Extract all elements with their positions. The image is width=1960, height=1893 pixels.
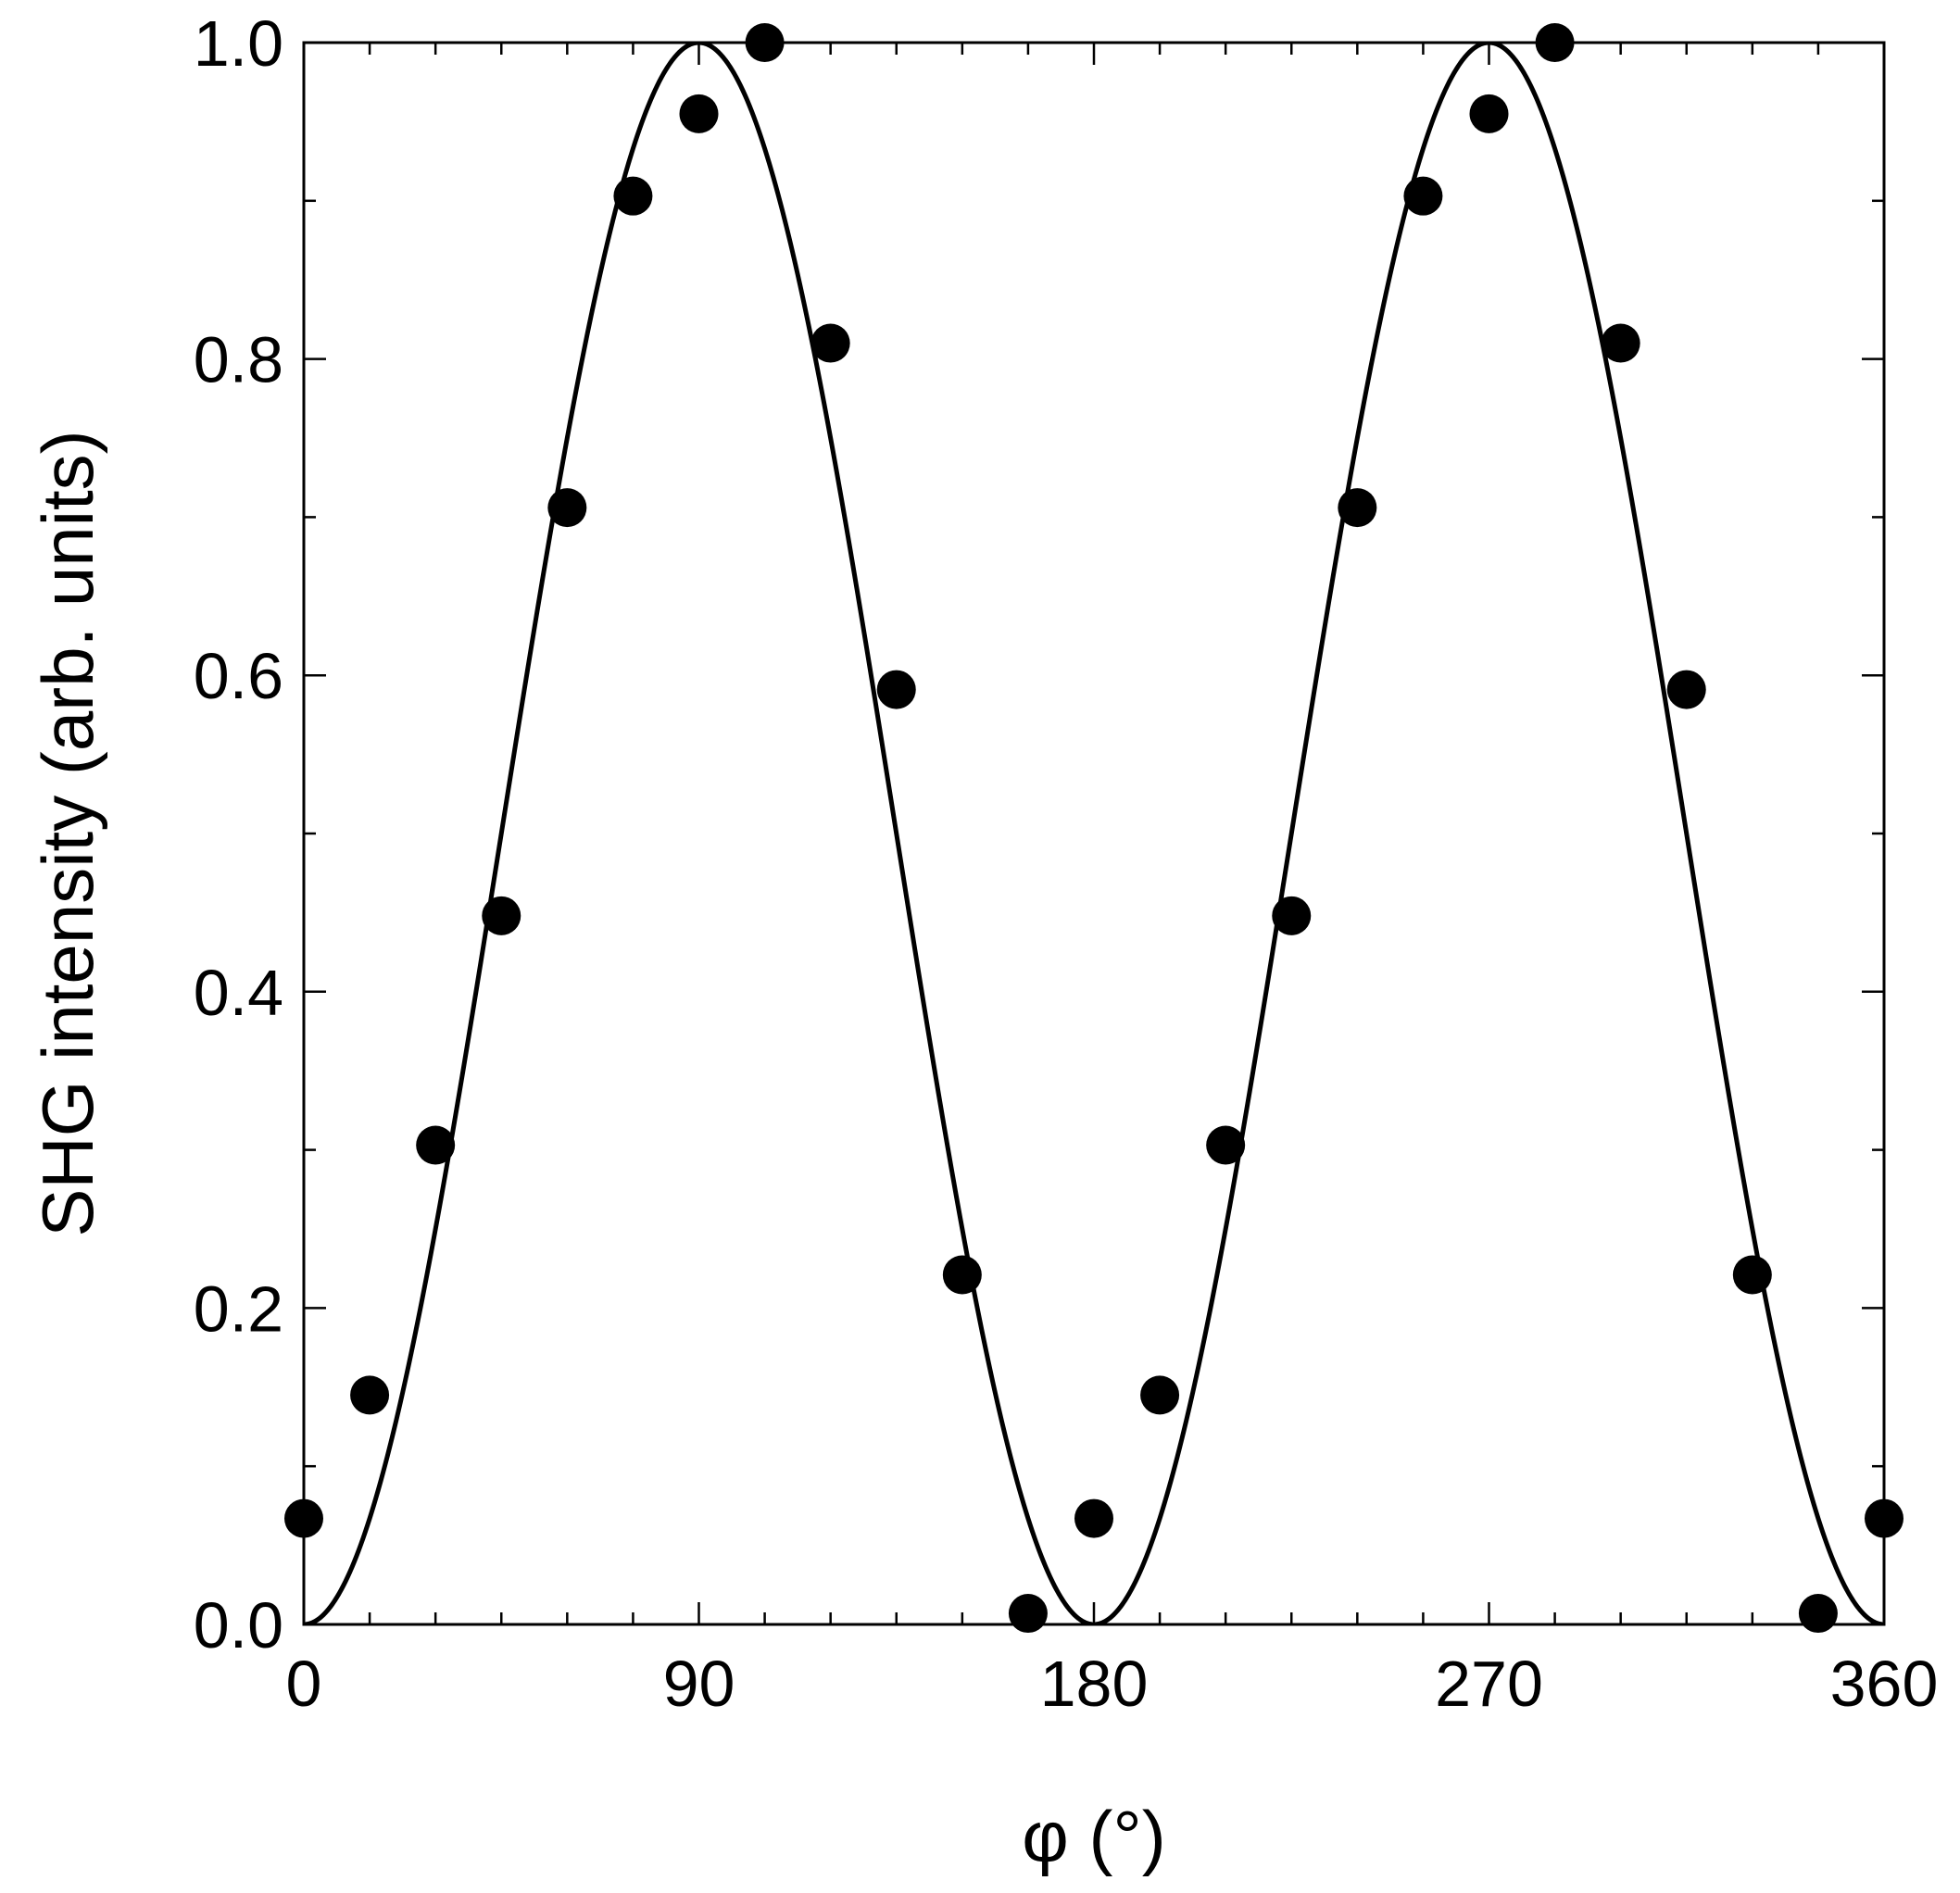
- x-tick-label: 270: [1435, 1648, 1543, 1720]
- data-point: [1798, 1594, 1838, 1634]
- data-point: [876, 670, 916, 709]
- data-point: [942, 1255, 982, 1295]
- data-point: [1338, 488, 1377, 528]
- data-point: [1272, 896, 1312, 935]
- data-point: [1732, 1255, 1772, 1295]
- y-tick-label: 0.4: [194, 957, 283, 1029]
- y-tick-label: 0.0: [194, 1589, 283, 1661]
- fit-curve-layer: [304, 43, 1884, 1624]
- data-point: [1008, 1594, 1048, 1634]
- data-point: [1865, 1498, 1903, 1538]
- data-point: [1206, 1125, 1246, 1165]
- data-points-layer: [284, 23, 1903, 1634]
- data-point: [1601, 323, 1640, 363]
- data-point: [1469, 94, 1509, 133]
- data-point: [810, 323, 850, 363]
- data-point: [1535, 23, 1575, 62]
- axis-ticks: [302, 41, 1886, 1626]
- data-point: [482, 896, 521, 935]
- x-tick-label: 180: [1040, 1648, 1149, 1720]
- data-point: [745, 23, 785, 62]
- y-tick-label: 0.8: [194, 324, 283, 396]
- data-point: [1403, 176, 1443, 216]
- y-tick-label: 0.2: [194, 1272, 283, 1345]
- data-point: [613, 176, 653, 216]
- data-point: [1074, 1498, 1113, 1538]
- data-point: [1140, 1375, 1180, 1415]
- data-point: [350, 1375, 390, 1415]
- data-point: [679, 94, 719, 133]
- y-axis-title: SHG intensity (arb. units): [27, 430, 108, 1236]
- fit-curve-line: [304, 43, 1884, 1624]
- plot-area: [302, 41, 1886, 1626]
- y-tick-labels: 0.0 0.2 0.4 0.6 0.8 1.0: [194, 7, 283, 1661]
- x-tick-label: 0: [286, 1648, 322, 1720]
- x-axis-title: φ (°): [1022, 1796, 1165, 1877]
- data-point: [1666, 670, 1706, 709]
- data-point: [547, 488, 587, 528]
- plot-frame: [302, 41, 1886, 1626]
- y-tick-label: 1.0: [194, 7, 283, 80]
- data-point: [416, 1125, 456, 1165]
- x-tick-label: 360: [1830, 1648, 1939, 1720]
- y-tick-label: 0.6: [194, 640, 283, 712]
- data-point: [284, 1498, 323, 1538]
- x-tick-label: 90: [663, 1648, 735, 1720]
- x-tick-labels: 0 90 180 270 360: [286, 1648, 1939, 1720]
